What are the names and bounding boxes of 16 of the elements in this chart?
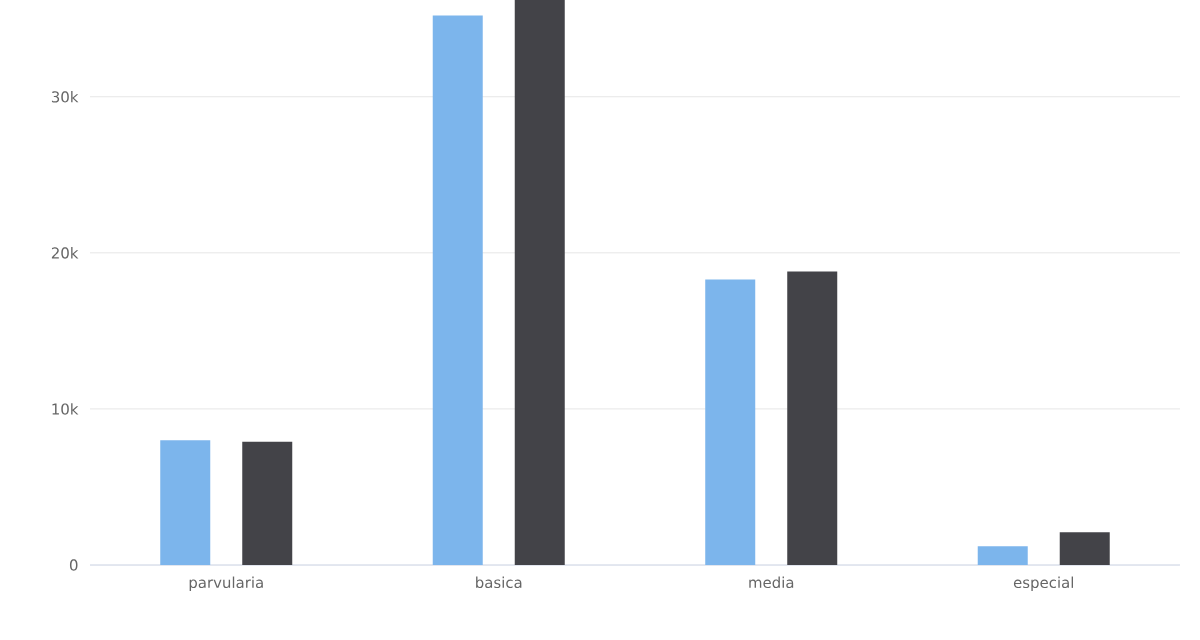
bar: [977, 546, 1028, 565]
y-tick-label: 20k: [51, 247, 79, 259]
bar: [514, 0, 565, 565]
bar: [1059, 532, 1110, 565]
x-tick-label: media: [749, 576, 794, 589]
bar: [160, 440, 211, 565]
x-tick-label: basica: [476, 576, 522, 589]
x-tick-label: parvularia: [189, 576, 263, 591]
bar: [432, 15, 483, 565]
y-tick-label: 0: [69, 559, 78, 571]
y-tick-label: 30k: [51, 90, 79, 103]
bar: [242, 441, 293, 565]
x-tick-label: especial: [1013, 576, 1074, 591]
y-tick-label: 10k: [52, 403, 79, 415]
bar: [705, 279, 756, 565]
bar: [787, 271, 838, 565]
